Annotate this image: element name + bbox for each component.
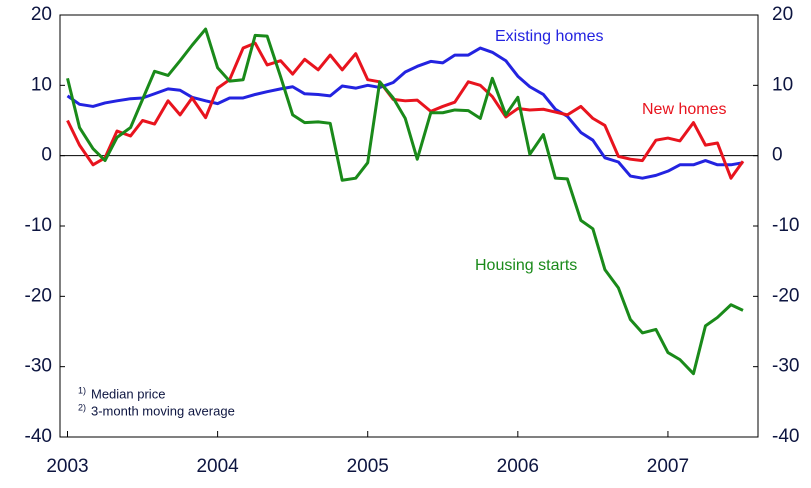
footnote-text: 3-month moving average (91, 403, 235, 418)
y2-tick-label: -30 (772, 356, 799, 377)
x-tick-label: 2003 (46, 456, 88, 477)
y-tick-label: -40 (25, 426, 52, 447)
y2-tick-label: -10 (772, 215, 799, 236)
footnote-text: Median price (91, 386, 165, 401)
series-line (66, 41, 745, 180)
x-tick-label: 2007 (647, 456, 689, 477)
series-label: Housing starts (475, 257, 577, 274)
y2-tick-label: -40 (772, 426, 799, 447)
y2-tick-label: 0 (772, 145, 783, 166)
footnotes: 1) Median price 2) 3-month moving average (78, 385, 235, 418)
y2-tick-label: 20 (772, 4, 793, 25)
x-tick-label: 2005 (347, 456, 389, 477)
y-tick-label: -20 (25, 285, 52, 306)
y2-tick-label: 10 (772, 74, 793, 95)
series-label: Existing homes (495, 28, 604, 45)
y-tick-label: 20 (31, 4, 52, 25)
footnote-marker: 1) (78, 385, 86, 395)
y-tick-label: 0 (41, 145, 52, 166)
y2-tick-label: -20 (772, 285, 799, 306)
x-tick-label: 2004 (196, 456, 239, 477)
x-tick-label: 2006 (497, 456, 539, 477)
series-line (66, 46, 744, 180)
footnote-marker: 2) (78, 402, 86, 412)
plot-frame (59, 14, 759, 438)
y-tick-label: 10 (31, 74, 52, 95)
series-label: New homes (642, 101, 726, 118)
series-line (66, 27, 744, 376)
y-tick-label: -10 (25, 215, 52, 236)
y-tick-label: -30 (25, 356, 52, 377)
